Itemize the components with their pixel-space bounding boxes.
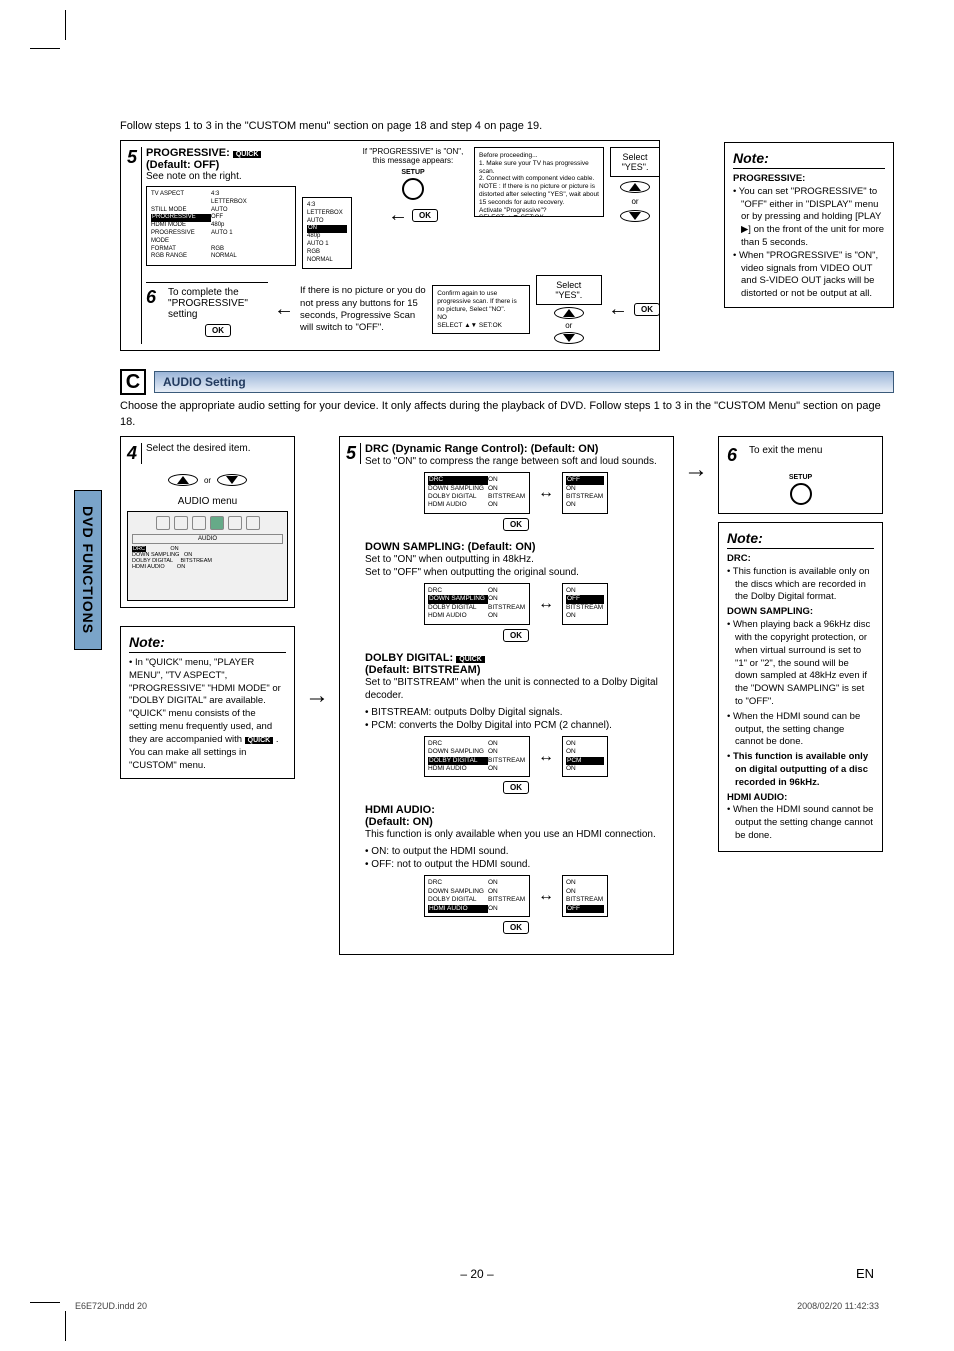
arrow-right-icon: →: [305, 682, 329, 710]
sidebar-tab: DVD FUNCTIONS: [74, 490, 102, 650]
hdmi-desc: This function is only available when you…: [365, 828, 667, 841]
step-6-number: 6: [146, 287, 160, 337]
setup-icon: [790, 483, 812, 505]
step-5b-number: 5: [346, 443, 361, 464]
note-heading: PROGRESSIVE:: [733, 173, 805, 184]
hdmi-heading: HDMI AUDIO:: [727, 792, 787, 803]
hdmi-default: (Default: ON): [365, 816, 667, 828]
dd-desc: Set to "BITSTREAM" when the unit is conn…: [365, 676, 667, 702]
msg-intro: If "PROGRESSIVE" is "ON", this message a…: [358, 147, 468, 165]
ok-button[interactable]: OK: [412, 209, 438, 222]
select-yes-box: Select "YES".: [536, 275, 602, 305]
setup-icon: [402, 178, 424, 200]
ok-button[interactable]: OK: [503, 629, 529, 642]
note-title: Note:: [733, 149, 885, 169]
osd-drc-right: OFF ON BITSTREAM ON: [562, 472, 608, 514]
progressive-note: Note: PROGRESSIVE: • You can set "PROGRE…: [724, 142, 894, 308]
setup-button[interactable]: SETUP: [401, 169, 424, 200]
setup-button[interactable]: SETUP: [727, 474, 874, 505]
note-title: Note:: [727, 529, 874, 549]
ds-title: DOWN SAMPLING: (Default: ON): [365, 541, 667, 553]
section-desc: Choose the appropriate audio setting for…: [120, 399, 894, 430]
footer-left: E6E72UD.indd 20: [75, 1301, 147, 1311]
ds-heading: DOWN SAMPLING:: [727, 606, 813, 617]
ok-button[interactable]: OK: [634, 303, 660, 316]
drc-title: DRC (Dynamic Range Control): (Default: O…: [365, 443, 667, 455]
osd-left: TV ASPECT4:3 LETTERBOX STILL MODEAUTO PR…: [146, 186, 296, 266]
arrow-left-icon: ←: [388, 204, 408, 227]
no-picture-note: If there is no picture or you do not pre…: [300, 285, 426, 334]
bi-arrow-icon: ↔: [538, 484, 554, 502]
footer-right: 2008/02/20 11:42:33: [797, 1301, 879, 1311]
see-note: See note on the right.: [146, 171, 296, 182]
down-button[interactable]: [554, 332, 584, 344]
step-6-text: To complete the "PROGRESSIVE" setting: [168, 287, 268, 320]
up-button[interactable]: [168, 474, 198, 486]
remote-osd: AUDIO DRC ON DOWN SAMPLING ON DOLBY DIGI…: [127, 511, 288, 601]
down-button[interactable]: [217, 474, 247, 486]
page-number: – 20 –: [460, 1267, 493, 1281]
up-button[interactable]: [620, 181, 650, 193]
osd-right: 4:3 LETTERBOX AUTO ON 480p AUTO 1 RGB NO…: [302, 197, 352, 269]
arrow-left-icon: ←: [608, 298, 628, 321]
step-5-number: 5: [127, 147, 142, 344]
audio-note: Note: DRC: This function is available on…: [718, 522, 883, 852]
step-6b-text: To exit the menu: [749, 445, 822, 456]
step-6b-number: 6: [727, 445, 741, 466]
osd-ds-left: DRCON DOWN SAMPLINGON DOLBY DIGITALBITST…: [424, 583, 530, 625]
audio-menu-label: AUDIO menu: [127, 496, 288, 507]
osd-hdmi-left: DRCON DOWN SAMPLINGON DOLBY DIGITALBITST…: [424, 875, 530, 917]
ok-button[interactable]: OK: [503, 921, 529, 934]
quick-note: Note: • In "QUICK" menu, "PLAYER MENU", …: [120, 626, 295, 779]
progressive-default: (Default: OFF): [146, 159, 296, 171]
confirm-osd: Confirm again to use progressive scan. I…: [432, 285, 529, 334]
step-5-panel: 5 DRC (Dynamic Range Control): (Default:…: [339, 436, 674, 955]
osd-dd-right: ON ON PCM ON: [562, 736, 608, 778]
section-letter: C: [120, 369, 146, 395]
osd-ds-right: ON OFF BITSTREAM ON: [562, 583, 608, 625]
drc-desc: Set to "ON" to compress the range betwee…: [365, 455, 667, 468]
step-4-panel: 4 Select the desired item. or AUDIO menu…: [120, 436, 295, 608]
ok-button[interactable]: OK: [503, 781, 529, 794]
intro-text: Follow steps 1 to 3 in the "CUSTOM menu"…: [120, 120, 894, 132]
ok-button[interactable]: OK: [205, 324, 231, 337]
sidebar-label: DVD FUNCTIONS: [80, 506, 96, 634]
hdmi-title: HDMI AUDIO:: [365, 804, 667, 816]
osd-hdmi-right: ON ON BITSTREAM OFF: [562, 875, 608, 917]
down-button[interactable]: [620, 210, 650, 222]
step-4-number: 4: [127, 443, 142, 464]
osd-drc-left: DRCON DOWN SAMPLINGON DOLBY DIGITALBITST…: [424, 472, 530, 514]
warning-osd: Before proceeding... 1. Make sure your T…: [474, 147, 604, 217]
step-6b-panel: 6 To exit the menu SETUP: [718, 436, 883, 514]
quick-tag: QUICK: [456, 656, 485, 663]
bi-arrow-icon: ↔: [538, 595, 554, 613]
quick-tag: QUICK: [245, 737, 274, 744]
arrow-left-icon: ←: [274, 298, 294, 321]
select-yes-box: Select "YES".: [610, 147, 660, 177]
section-title: AUDIO Setting: [154, 371, 894, 393]
or-text: or: [631, 197, 638, 206]
progressive-title: PROGRESSIVE:: [146, 147, 230, 159]
up-button[interactable]: [554, 307, 584, 319]
bi-arrow-icon: ↔: [538, 748, 554, 766]
step-4-text: Select the desired item.: [146, 443, 251, 454]
dd-title: DOLBY DIGITAL:: [365, 652, 453, 664]
drc-heading: DRC:: [727, 553, 751, 564]
quick-tag: QUICK: [233, 151, 262, 158]
language-code: EN: [856, 1266, 874, 1281]
ok-button[interactable]: OK: [503, 518, 529, 531]
dd-default: (Default: BITSTREAM): [365, 664, 667, 676]
or-text: or: [204, 476, 211, 485]
note-title: Note:: [129, 633, 286, 653]
arrow-right-icon: →: [684, 456, 708, 484]
bi-arrow-icon: ↔: [538, 887, 554, 905]
osd-dd-left: DRCON DOWN SAMPLINGON DOLBY DIGITALBITST…: [424, 736, 530, 778]
